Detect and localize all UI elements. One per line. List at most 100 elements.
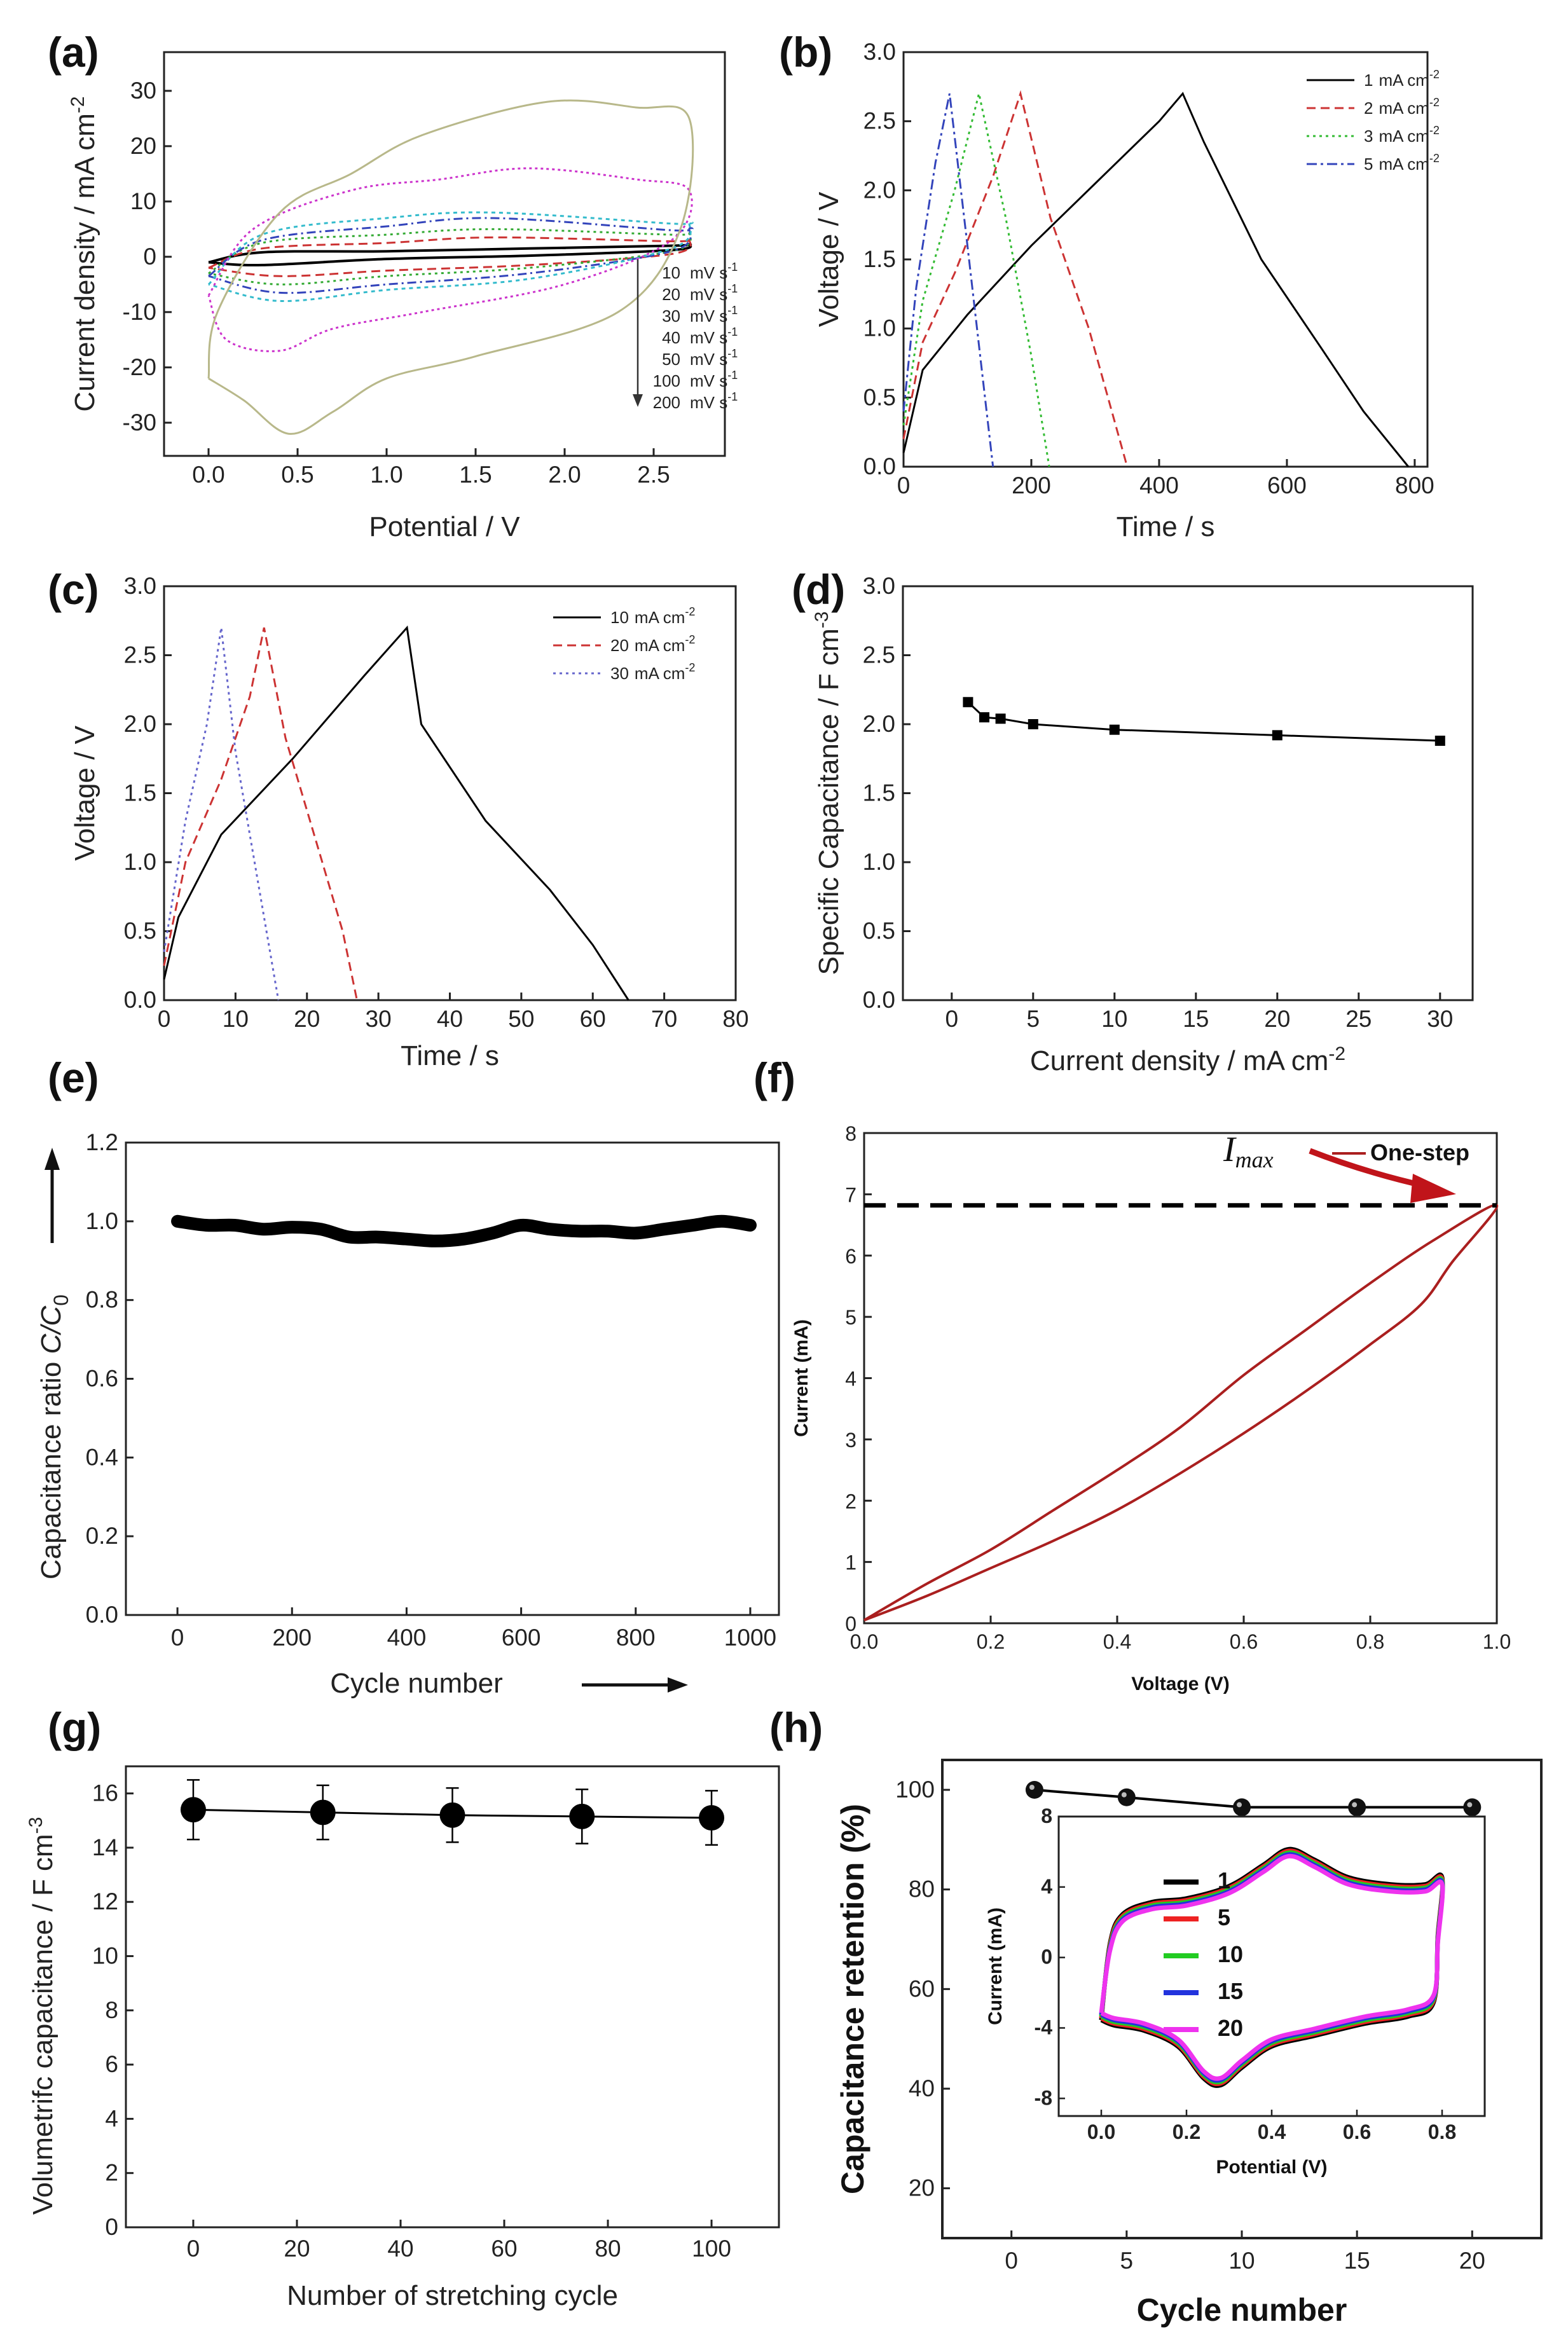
y-tick-label: -20 bbox=[123, 354, 156, 380]
arrow-up-icon bbox=[45, 1148, 60, 1170]
y-tick-label: 60 bbox=[909, 1976, 935, 2002]
legend-sup: -2 bbox=[685, 633, 695, 646]
panel-d: (d) 0 5 10 15 20 25 30 0.0 0.5 1.0 1.5 2.0 2.5 3.0 Curr… bbox=[792, 566, 1474, 1076]
label-part: Voltage / V bbox=[69, 725, 100, 860]
x-axis-label: Voltage (V) bbox=[1131, 1673, 1229, 1694]
legend-entry: 20 mA cm-2 bbox=[610, 633, 695, 655]
data-point bbox=[1434, 736, 1445, 746]
panel-g: (g) 0 20 40 60 80 100 0 2 4 6 8 10 12 14 16 Number of st… bbox=[25, 1704, 780, 2311]
x-tick-label: 20 bbox=[294, 1006, 320, 1032]
x-tick-label: 0 bbox=[946, 1006, 959, 1032]
inset-y-tick-label: 4 bbox=[1041, 1875, 1052, 1898]
imax-annotation: Imax bbox=[1223, 1130, 1274, 1172]
iv-loop bbox=[863, 1204, 1499, 1622]
y-tick-label: 1.5 bbox=[863, 246, 896, 272]
cv-loop-200 bbox=[207, 99, 694, 435]
label-part: Capacitance retention (%) bbox=[835, 1804, 870, 2194]
inset-legend-label: 5 bbox=[1218, 1904, 1230, 1930]
y-tick-label: 0.2 bbox=[86, 1523, 118, 1549]
y-tick-label: 8 bbox=[845, 1122, 856, 1145]
x-tick-label: 1.5 bbox=[459, 462, 492, 488]
y-tick-label: 10 bbox=[130, 188, 156, 214]
x-tick-label: 0 bbox=[158, 1006, 171, 1032]
gcd-curve-20 bbox=[163, 627, 358, 1001]
legend-entry: 5 mA cm-2 bbox=[1364, 152, 1440, 174]
inset-x-tick-label: 0.6 bbox=[1343, 2120, 1371, 2143]
label-part: Voltage (V) bbox=[1131, 1673, 1229, 1694]
label-part: 0 bbox=[50, 1295, 72, 1306]
inset-x-tick-label: 0.2 bbox=[1173, 2120, 1200, 2143]
legend-sup: -2 bbox=[685, 661, 695, 674]
data-point bbox=[569, 1803, 595, 1829]
data-point bbox=[1117, 1788, 1136, 1806]
label-part: Voltage / V bbox=[813, 191, 844, 327]
x-axis-label: Time / s bbox=[401, 1040, 499, 1071]
legend-value: 1 bbox=[1364, 71, 1373, 90]
panel-label: (e) bbox=[48, 1054, 99, 1101]
y-tick-label: 100 bbox=[895, 1776, 935, 1803]
legend-units: mV s-1 bbox=[690, 282, 738, 304]
legend-sup: -2 bbox=[1429, 124, 1440, 137]
y-tick-label: 0.0 bbox=[863, 987, 895, 1013]
y-tick-label: 12 bbox=[92, 1888, 118, 1914]
x-tick-label: 200 bbox=[272, 1625, 312, 1651]
cv-loop-50 bbox=[207, 211, 694, 303]
y-tick-label: 2 bbox=[105, 2160, 118, 2186]
x-tick-label: 1.0 bbox=[1483, 1630, 1511, 1653]
label-part: Current density / mA cm bbox=[69, 113, 100, 411]
legend-unit-text: mV s bbox=[690, 371, 727, 390]
panel-b: (b) 0 200 400 600 800 0.0 0.5 1.0 1.5 2.0 2.5 3.0 1 mA… bbox=[779, 29, 1440, 542]
data-point bbox=[1463, 1798, 1482, 1817]
legend-units: mA cm bbox=[1379, 71, 1429, 90]
y-axis-label: Specific Capacitance / F cm-3 bbox=[811, 611, 844, 975]
y-tick-label: 0.5 bbox=[863, 918, 895, 944]
label-part: Current (mA) bbox=[985, 1907, 1006, 2025]
label-part: -2 bbox=[1328, 1043, 1345, 1064]
y-tick-label: 0.0 bbox=[124, 987, 156, 1013]
x-tick-label: 10 bbox=[1228, 2248, 1255, 2274]
data-point-highlight bbox=[1467, 1802, 1473, 1808]
y-tick-label: 40 bbox=[909, 2075, 935, 2101]
panel-label: (a) bbox=[48, 29, 99, 76]
data-point bbox=[180, 1797, 206, 1823]
x-tick-label: 10 bbox=[223, 1006, 249, 1032]
legend-unit-text: mV s bbox=[690, 350, 727, 369]
x-tick-label: 0 bbox=[187, 2236, 200, 2262]
legend-label: One-step bbox=[1370, 1139, 1469, 1165]
legend-entry: 10 mA cm-2 bbox=[610, 605, 695, 627]
y-tick-label: 1.0 bbox=[124, 849, 156, 875]
legend-entry: 30 mA cm-2 bbox=[610, 661, 695, 683]
y-tick-label: 2.5 bbox=[863, 642, 895, 668]
gcd-curve-10 bbox=[163, 625, 629, 1001]
x-axis-label: Cycle number bbox=[330, 1668, 502, 1699]
y-tick-label: 14 bbox=[92, 1834, 118, 1860]
x-tick-label: 5 bbox=[1027, 1006, 1040, 1032]
y-tick-label: 10 bbox=[92, 1943, 118, 1969]
x-tick-label: 30 bbox=[1427, 1006, 1453, 1032]
retention-line bbox=[1034, 1789, 1473, 1809]
y-axis-label: Voltage / V bbox=[69, 725, 100, 860]
data-point-highlight bbox=[1237, 1802, 1242, 1808]
y-tick-label: 6 bbox=[845, 1245, 856, 1268]
x-tick-label: 200 bbox=[1012, 472, 1051, 498]
label-part: Number of stretching cycle bbox=[287, 2280, 618, 2311]
legend-units: mA cm bbox=[1379, 127, 1429, 146]
inset-legend-label: 15 bbox=[1218, 1978, 1243, 2004]
arrow-icon bbox=[1410, 1174, 1456, 1203]
data-point-highlight bbox=[1121, 1792, 1127, 1797]
legend-value: 200 bbox=[653, 393, 680, 412]
legend-unit-text: mV s bbox=[690, 285, 727, 304]
data-point bbox=[699, 1805, 725, 1831]
y-tick-label: 1.0 bbox=[863, 849, 895, 875]
legend-value: 5 bbox=[1364, 155, 1373, 174]
legend-entry: 1 mA cm-2 bbox=[1364, 68, 1440, 90]
y-tick-label: 0 bbox=[105, 2214, 118, 2240]
gcd-curve-30 bbox=[163, 627, 280, 1001]
x-tick-label: 1000 bbox=[724, 1625, 776, 1651]
x-tick-label: 100 bbox=[692, 2236, 731, 2262]
y-tick-label: -30 bbox=[123, 409, 156, 436]
x-tick-label: 800 bbox=[616, 1625, 656, 1651]
y-axis-label: Capacitance ratio C/C0 bbox=[36, 1295, 72, 1579]
data-point bbox=[1348, 1798, 1366, 1817]
inset-legend-label: 10 bbox=[1218, 1941, 1243, 1967]
